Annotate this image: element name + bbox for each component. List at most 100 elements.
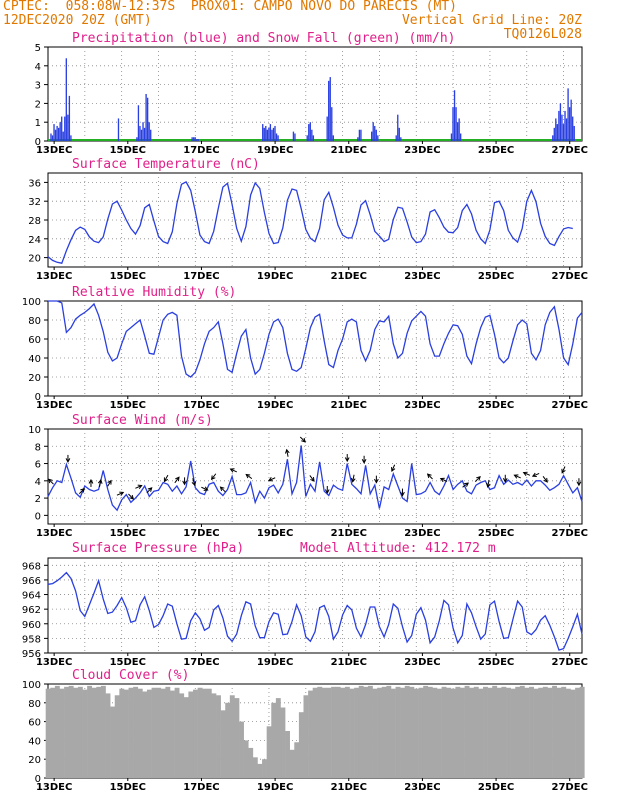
cloud-cover-bar	[298, 712, 304, 778]
cloud-cover-bar	[229, 695, 235, 778]
x-tick-label: 23DEC	[404, 400, 440, 411]
cloud-cover-bar	[565, 688, 571, 778]
cloud-cover-bar	[556, 687, 562, 778]
cloud-cover-bar	[321, 687, 327, 778]
x-tick-label: 17DEC	[183, 400, 219, 411]
wind-vector-arrow	[309, 475, 315, 482]
cloud-cover-bar	[312, 687, 318, 778]
precip-bar	[70, 135, 72, 141]
cloud-cover-bar	[464, 685, 470, 778]
x-tick-label: 27DEC	[552, 400, 588, 411]
x-tick-label: 15DEC	[110, 271, 146, 282]
cloud-cover-bar	[169, 690, 175, 778]
precip-bar	[358, 129, 361, 141]
cloud-cover-bar	[538, 687, 544, 778]
cloud-cover-bar	[533, 688, 539, 778]
pres-series-line	[47, 571, 583, 651]
precip-bar	[57, 127, 60, 141]
precip-bar	[558, 110, 560, 141]
precip-bar	[62, 131, 64, 141]
precip-bar	[311, 129, 313, 141]
y-tick-label: 0	[35, 774, 41, 785]
cloud-cover-bar	[50, 687, 56, 778]
y-tick-label: 100	[22, 297, 41, 308]
x-tick-label: 13DEC	[36, 782, 72, 793]
precip-bar	[265, 125, 267, 141]
cloud-cover-bar	[579, 686, 585, 778]
y-tick-label: 100	[22, 680, 41, 691]
cloud-cover-bar	[280, 707, 286, 778]
x-tick-label: 19DEC	[257, 657, 293, 668]
precip-bar	[53, 124, 55, 141]
cloud-cover-bar	[529, 686, 534, 778]
cloud-cover-bar	[73, 687, 79, 778]
wind-vector-arrowhead	[301, 437, 306, 443]
precip-bar	[137, 105, 140, 141]
cloud-cover-bar	[478, 688, 484, 778]
y-tick-label: 40	[28, 354, 41, 365]
cloud-cover-bar	[395, 686, 401, 778]
cloud-cover-bar	[547, 687, 553, 778]
y-tick-label: 964	[22, 591, 41, 602]
wind-vector-arrow	[299, 436, 306, 443]
cloud-cover-bar	[354, 687, 360, 778]
x-tick-label: 15DEC	[110, 528, 146, 539]
x-tick-label: 25DEC	[478, 145, 514, 156]
cloud-cover-bar	[501, 686, 507, 778]
wind-vector-arrow	[427, 473, 433, 480]
wind-vector-arrow	[201, 486, 208, 491]
wind-vector-arrowhead	[391, 467, 396, 473]
x-tick-label: 21DEC	[331, 782, 367, 793]
header-date: 12DEC2020 20Z (GMT)	[3, 13, 152, 28]
wind-vector-arrowhead	[147, 487, 153, 492]
cloud-cover-bar	[326, 687, 332, 778]
panel-precip: Precipitation (blue) and Snow Fall (gree…	[35, 31, 588, 156]
wind-vector-arrowhead	[175, 476, 180, 482]
cloud-cover-bar	[331, 686, 337, 778]
x-tick-label: 27DEC	[552, 782, 588, 793]
precip-bar	[54, 129, 57, 141]
wind-vector-arrowhead	[344, 457, 350, 463]
panel-frame	[47, 428, 583, 525]
wind-vector-arrow	[192, 478, 196, 486]
cloud-cover-bar	[151, 687, 157, 778]
y-tick-label: 32	[28, 197, 41, 208]
cloud-cover-bar	[68, 685, 74, 778]
precip-bar	[148, 122, 150, 141]
precip-bar	[67, 114, 69, 141]
precip-bar	[266, 129, 268, 141]
cloud-cover-bar	[455, 686, 461, 778]
wind-vector-arrow	[532, 472, 540, 477]
y-tick-label: 0	[35, 392, 41, 403]
precip-bar	[450, 133, 453, 141]
precip-bar	[191, 137, 193, 141]
x-tick-label: 17DEC	[183, 657, 219, 668]
cloud-cover-bar	[524, 687, 530, 778]
wind-vector-arrowhead	[439, 477, 445, 483]
wind-vector-arrow	[48, 478, 54, 485]
wind-vector-arrowhead	[229, 468, 235, 473]
precip-bar	[572, 116, 574, 141]
wind-vector-arrow	[391, 464, 396, 472]
panel-frame	[47, 300, 583, 397]
cloud-cover-bar	[133, 686, 139, 778]
precip-bar	[357, 137, 359, 141]
precip-bar	[360, 129, 362, 141]
wind-vector-arrowhead	[97, 478, 103, 484]
cloud-cover-bar	[285, 731, 290, 778]
precip-bar	[312, 135, 315, 141]
panel-wind: Surface Wind (m/s) 0 2 4 6 8 10 13DEC 15DEC 17DEC…	[28, 413, 588, 539]
cloud-cover-bar	[358, 685, 364, 778]
cloud-cover-bar	[515, 686, 521, 778]
cloud-cover-bar	[469, 687, 475, 778]
x-tick-label: 15DEC	[110, 145, 146, 156]
cloud-cover-bar	[165, 686, 171, 778]
precip-bar	[196, 139, 198, 141]
precip-bar	[145, 94, 147, 141]
cloud-cover-bar	[193, 689, 198, 778]
wind-vector-arrow	[211, 473, 217, 480]
cloud-cover-bar	[519, 685, 525, 778]
wind-vector-arrow	[230, 468, 238, 473]
y-tick-label: 6	[35, 460, 41, 471]
